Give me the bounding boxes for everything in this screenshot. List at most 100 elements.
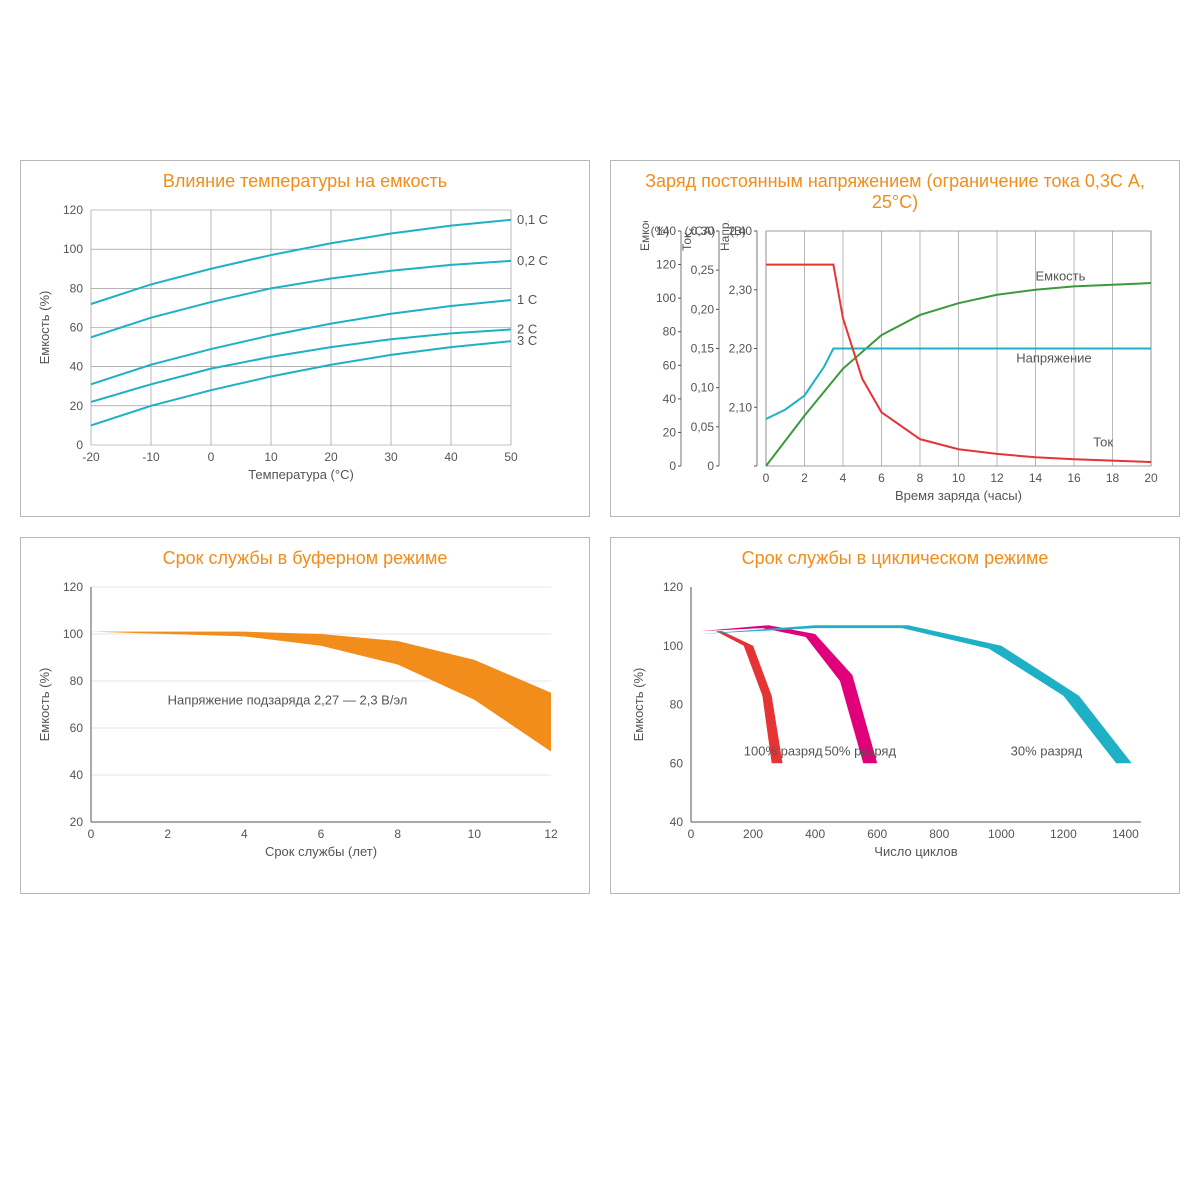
svg-text:20: 20 [70, 399, 84, 413]
svg-text:(xCA): (xCA) [685, 224, 716, 238]
svg-text:0,2 C: 0,2 C [517, 253, 548, 268]
svg-text:2: 2 [164, 827, 171, 841]
chart2-title: Заряд постоянным напряжением (ограничени… [621, 171, 1169, 213]
svg-text:80: 80 [663, 325, 677, 339]
chart4-title: Срок службы в циклическом режиме [621, 548, 1169, 569]
svg-text:2,30: 2,30 [729, 283, 753, 297]
svg-text:60: 60 [70, 321, 84, 335]
svg-text:0: 0 [707, 459, 714, 473]
svg-text:8: 8 [917, 471, 924, 485]
svg-text:Число циклов: Число циклов [874, 844, 958, 859]
svg-text:0: 0 [688, 827, 695, 841]
chart2-svg: 02468101214161820020406080100120140Емкос… [621, 221, 1161, 506]
svg-text:3 C: 3 C [517, 333, 537, 348]
svg-text:1200: 1200 [1050, 827, 1077, 841]
svg-text:14: 14 [1029, 471, 1043, 485]
svg-text:18: 18 [1106, 471, 1120, 485]
panel-charge: Заряд постоянным напряжением (ограничени… [610, 160, 1180, 517]
svg-text:4: 4 [241, 827, 248, 841]
svg-text:8: 8 [394, 827, 401, 841]
svg-text:(%): (%) [651, 224, 670, 238]
svg-text:Время заряда (часы): Время заряда (часы) [895, 488, 1022, 503]
svg-text:120: 120 [663, 580, 683, 594]
svg-text:10: 10 [264, 450, 278, 464]
svg-text:0: 0 [669, 459, 676, 473]
svg-text:4: 4 [840, 471, 847, 485]
svg-text:40: 40 [70, 360, 84, 374]
svg-text:0,10: 0,10 [691, 381, 715, 395]
svg-text:100: 100 [663, 639, 683, 653]
svg-text:80: 80 [670, 698, 684, 712]
svg-text:Емкость: Емкость [1036, 269, 1086, 284]
svg-text:400: 400 [805, 827, 825, 841]
svg-text:40: 40 [663, 392, 677, 406]
chart4-svg: 0 200 400 600 800 1000 1200 1400 40 60 80 100 120 Чис… [621, 577, 1161, 862]
svg-text:Температура (°C): Температура (°C) [248, 467, 354, 482]
chart-grid: Влияние температуры на емкость -20 -10 0 10… [20, 20, 1180, 894]
svg-text:6: 6 [878, 471, 885, 485]
svg-text:80: 80 [70, 674, 84, 688]
svg-text:20: 20 [1144, 471, 1158, 485]
svg-text:Напряжение подзаряда 2,27 — 2,: Напряжение подзаряда 2,27 — 2,3 В/эл [168, 693, 408, 708]
chart3-svg: 0 2 4 6 8 10 12 20 40 60 80 100 120 Срок службы (лет)… [31, 577, 571, 862]
svg-text:120: 120 [63, 580, 83, 594]
svg-text:20: 20 [324, 450, 338, 464]
svg-text:1400: 1400 [1112, 827, 1139, 841]
svg-text:0: 0 [88, 827, 95, 841]
svg-text:100% разряд: 100% разряд [744, 744, 823, 759]
svg-text:100: 100 [63, 627, 83, 641]
panel-cycle: Срок службы в циклическом режиме 0 200 400… [610, 537, 1180, 894]
svg-text:12: 12 [990, 471, 1004, 485]
chart1-title: Влияние температуры на емкость [31, 171, 579, 192]
svg-text:12: 12 [544, 827, 558, 841]
svg-text:200: 200 [743, 827, 763, 841]
svg-text:-20: -20 [82, 450, 100, 464]
svg-text:30: 30 [384, 450, 398, 464]
svg-text:0,20: 0,20 [691, 302, 715, 316]
svg-text:(В): (В) [730, 224, 746, 238]
svg-text:2,10: 2,10 [729, 400, 753, 414]
svg-text:20: 20 [70, 815, 84, 829]
svg-text:0,25: 0,25 [691, 263, 715, 277]
svg-text:60: 60 [663, 358, 677, 372]
svg-text:100: 100 [63, 242, 83, 256]
svg-text:20: 20 [663, 425, 677, 439]
svg-text:60: 60 [70, 721, 84, 735]
svg-text:1 C: 1 C [517, 292, 537, 307]
svg-text:Емкость (%): Емкость (%) [37, 291, 52, 365]
svg-text:600: 600 [867, 827, 887, 841]
svg-text:120: 120 [656, 258, 676, 272]
panel-temperature: Влияние температуры на емкость -20 -10 0 10… [20, 160, 590, 517]
svg-text:Срок службы (лет): Срок службы (лет) [265, 844, 377, 859]
svg-text:10: 10 [468, 827, 482, 841]
panel-float: Срок службы в буферном режиме 0 2 4 6 8 10 12 2… [20, 537, 590, 894]
svg-text:Напряжение: Напряжение [1016, 351, 1091, 366]
svg-text:Емкость (%): Емкость (%) [631, 668, 646, 742]
svg-text:6: 6 [318, 827, 325, 841]
svg-text:Ток: Ток [1093, 435, 1113, 450]
svg-text:2,20: 2,20 [729, 342, 753, 356]
svg-text:0,05: 0,05 [691, 420, 715, 434]
svg-text:0: 0 [763, 471, 770, 485]
svg-text:-10: -10 [142, 450, 160, 464]
svg-text:1000: 1000 [988, 827, 1015, 841]
svg-text:10: 10 [952, 471, 966, 485]
svg-text:40: 40 [670, 815, 684, 829]
svg-text:2: 2 [801, 471, 808, 485]
svg-text:0: 0 [76, 438, 83, 452]
svg-text:0,15: 0,15 [691, 342, 715, 356]
svg-text:60: 60 [670, 756, 684, 770]
svg-text:0,1 C: 0,1 C [517, 212, 548, 227]
svg-text:30% разряд: 30% разряд [1011, 744, 1083, 759]
svg-text:0: 0 [208, 450, 215, 464]
chart1-svg: -20-1001020304050020406080100120Температ… [31, 200, 571, 485]
svg-text:40: 40 [70, 768, 84, 782]
chart3-title: Срок службы в буферном режиме [31, 548, 579, 569]
svg-text:16: 16 [1067, 471, 1081, 485]
svg-text:80: 80 [70, 281, 84, 295]
svg-text:50: 50 [504, 450, 518, 464]
svg-text:40: 40 [444, 450, 458, 464]
svg-text:800: 800 [929, 827, 949, 841]
svg-text:50% разряд: 50% разряд [824, 744, 896, 759]
svg-text:Емкость (%): Емкость (%) [37, 668, 52, 742]
